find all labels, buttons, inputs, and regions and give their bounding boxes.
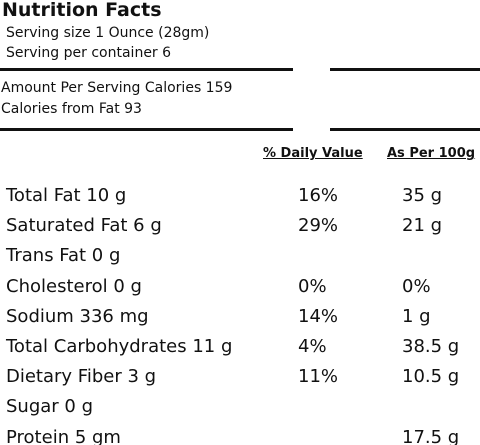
daily-value: 11%: [298, 366, 339, 388]
per-100g: 17.5 g: [402, 426, 460, 445]
divider: [0, 68, 293, 71]
divider: [330, 128, 480, 131]
per-100g: 10.5 g: [402, 366, 460, 388]
daily-value: 16%: [298, 185, 339, 206]
nutrient: Cholesterol 0 g: [6, 275, 142, 297]
daily-value: 0%: [298, 275, 327, 297]
serving-size: Serving size 1 Ounce (28gm): [6, 25, 210, 41]
per-100g: 38.5 g: [402, 336, 460, 357]
daily-value: 29%: [298, 215, 339, 237]
nutrient: Total Carbohydrates 11 g: [6, 336, 233, 357]
title: Nutrition Facts: [2, 0, 162, 21]
nutrient: Trans Fat 0 g: [6, 245, 121, 267]
servings-per-container: Serving per container 6: [6, 45, 172, 61]
divider: [0, 128, 293, 131]
calories-from-fat: Calories from Fat 93: [1, 101, 142, 117]
calories: Amount Per Serving Calories 159: [1, 80, 233, 96]
nutrient: Saturated Fat 6 g: [6, 215, 162, 237]
column-header: As Per 100g: [387, 146, 476, 161]
per-100g: 1 g: [402, 305, 431, 327]
nutrient: Sugar 0 g: [6, 396, 94, 418]
nutrient: Protein 5 gm: [6, 426, 121, 445]
nutrient: Sodium 336 mg: [6, 305, 149, 327]
per-100g: 21 g: [402, 215, 443, 237]
nutrient: Dietary Fiber 3 g: [6, 366, 157, 388]
daily-value: 4%: [298, 336, 327, 357]
divider: [330, 68, 480, 71]
per-100g: 35 g: [402, 185, 443, 206]
column-header: % Daily Value: [263, 146, 363, 161]
nutrient: Total Fat 10 g: [6, 185, 127, 206]
per-100g: 0%: [402, 275, 431, 297]
daily-value: 14%: [298, 305, 339, 327]
